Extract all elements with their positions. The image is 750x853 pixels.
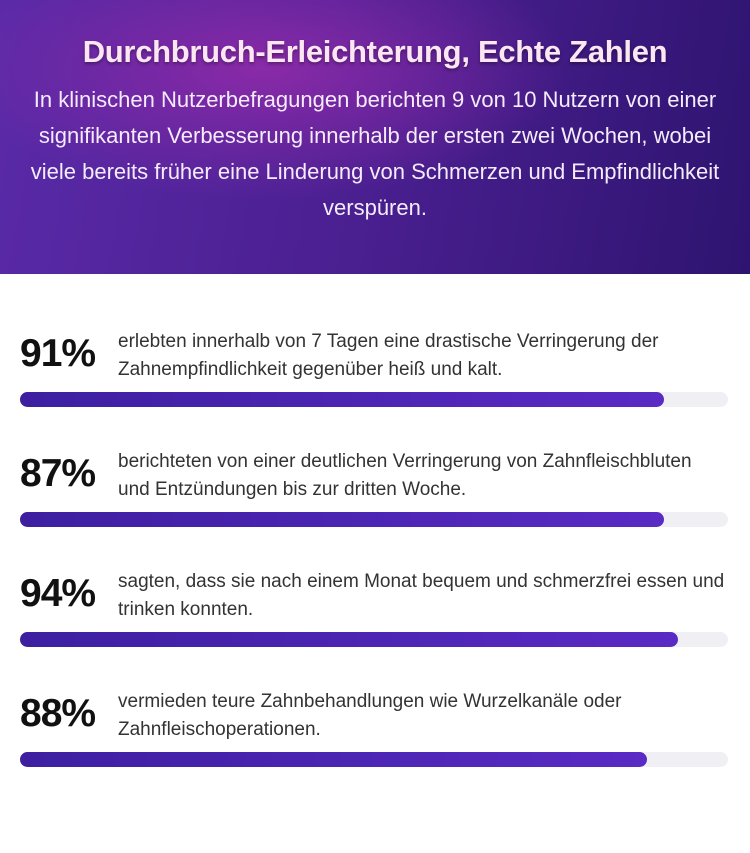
stat-description: erlebten innerhalb von 7 Tagen eine dras… — [118, 331, 659, 380]
stat-percent: 94% — [20, 572, 96, 615]
stat-item: 91% erlebten innerhalb von 7 Tagen eine … — [0, 320, 750, 420]
progress-fill — [20, 392, 665, 407]
stat-description: berichteten von einer deutlichen Verring… — [118, 451, 692, 500]
progress-track — [20, 632, 728, 647]
stat-item: 94% sagten, dass sie nach einem Monat be… — [0, 560, 750, 660]
progress-track — [20, 512, 728, 527]
progress-fill — [20, 752, 647, 767]
progress-track — [20, 392, 728, 407]
progress-track — [20, 752, 728, 767]
stat-percent: 87% — [20, 452, 96, 495]
progress-fill — [20, 512, 665, 527]
hero-banner: Durchbruch-Erleichterung, Echte Zahlen I… — [0, 0, 750, 274]
hero-subtitle: In klinischen Nutzerbefragungen berichte… — [30, 87, 720, 220]
stat-percent: 91% — [20, 332, 96, 375]
progress-fill — [20, 632, 679, 647]
stat-description: vermieden teure Zahnbehandlungen wie Wur… — [118, 691, 622, 740]
stat-item: 88% vermieden teure Zahnbehandlungen wie… — [0, 680, 750, 780]
stat-percent: 88% — [20, 692, 96, 735]
page-title: Durchbruch-Erleichterung, Echte Zahlen — [82, 34, 668, 69]
stat-description: sagten, dass sie nach einem Monat bequem… — [118, 571, 725, 620]
stat-item: 87% berichteten von einer deutlichen Ver… — [0, 440, 750, 540]
